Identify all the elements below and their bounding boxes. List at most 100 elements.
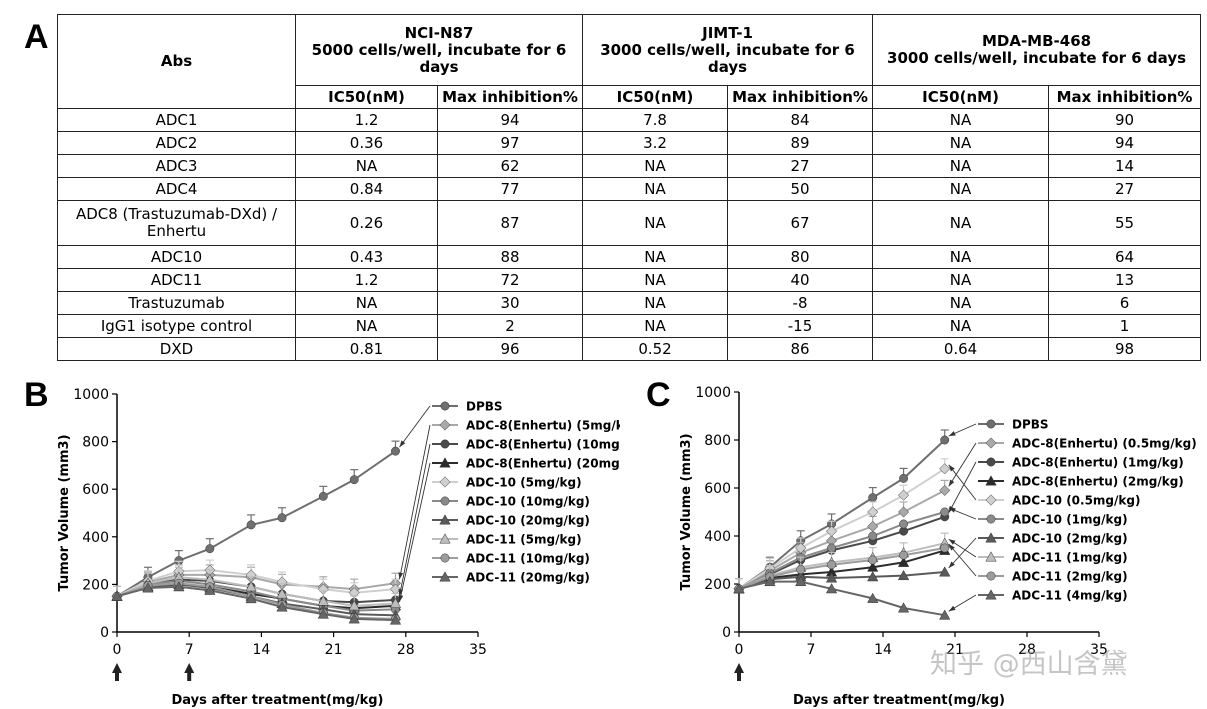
table-cell: 86: [727, 337, 874, 361]
y-tick-label: 200: [704, 577, 731, 593]
table-cell: 98: [1048, 337, 1202, 361]
row-name-line: ADC8 (Trastuzumab-DXd) /: [75, 205, 278, 223]
data-point: [825, 572, 838, 583]
data-point: [317, 608, 329, 619]
table-cell: NA: [582, 177, 729, 201]
legend-label: ADC-8(Enhertu) (1mg/kg): [1012, 456, 1184, 470]
group-header-mda-mb-468: MDA-MB-468 3000 cells/well, incubate for…: [872, 14, 1202, 86]
data-point: [796, 565, 806, 575]
leader-arrowhead-icon: [398, 594, 404, 602]
subheader-max-inhibition: Max inhibition%: [727, 85, 874, 109]
data-point: [276, 601, 288, 612]
table-cell: 13: [1048, 268, 1202, 292]
table-cell: 1.2: [295, 268, 438, 292]
legend-leader-line: [948, 543, 977, 577]
leader-arrowhead-icon: [948, 431, 956, 436]
table-cell: 50: [727, 177, 874, 201]
legend-label: ADC-10 (5mg/kg): [466, 476, 582, 490]
legend-label: ADC-11 (1mg/kg): [1012, 551, 1128, 565]
data-point: [867, 520, 879, 532]
data-point: [317, 595, 329, 606]
data-point: [939, 566, 951, 577]
data-point: [899, 473, 909, 483]
table-cell: 97: [436, 131, 584, 155]
x-tick-label: 14: [252, 642, 270, 658]
row-name: ADC8 (Trastuzumab-DXd) / Enhertu: [57, 200, 296, 246]
legend-leader-line: [948, 537, 977, 569]
data-point: [389, 614, 402, 625]
group-condition-cont: days: [419, 57, 459, 76]
x-tick-label: 0: [735, 642, 744, 658]
data-point: [795, 575, 807, 587]
table-cell: 14: [1048, 154, 1202, 178]
group-condition: 5000 cells/well, incubate for 6: [311, 40, 567, 59]
data-point: [897, 556, 910, 567]
leader-arrowhead-icon: [948, 544, 955, 551]
table-cell: NA: [872, 314, 1050, 338]
data-point: [939, 484, 951, 496]
x-tick-label: 21: [325, 642, 343, 658]
data-point: [440, 401, 450, 411]
table-cell: 40: [727, 268, 874, 292]
group-condition-cont: days: [707, 57, 748, 76]
row-name-line: ADC11: [150, 270, 203, 289]
legend-label: ADC-10 (0.5mg/kg): [1012, 494, 1140, 508]
x-tick-label: 14: [874, 642, 892, 658]
data-point: [825, 583, 838, 594]
table-cell: 0.36: [295, 131, 438, 155]
data-point: [899, 550, 909, 560]
leader-arrowhead-icon: [948, 605, 956, 612]
data-point: [986, 457, 996, 467]
row-name-line: ADC3: [155, 156, 198, 175]
data-point: [897, 569, 910, 581]
data-point: [986, 419, 996, 429]
table-row: ADC10 0.43 88 NA 80 NA 64: [57, 245, 1202, 269]
table-cell: NA: [582, 154, 729, 178]
legend-label: ADC-11 (10mg/kg): [466, 552, 590, 566]
table-cell: -15: [727, 314, 874, 338]
table-cell: 3.2: [582, 131, 729, 155]
data-point: [898, 506, 910, 518]
dosing-arrow-icon: [734, 663, 744, 673]
table-cell: -8: [727, 291, 874, 315]
legend-label: ADC-8(Enhertu) (2mg/kg): [1012, 475, 1184, 489]
table-cell: NA: [295, 154, 438, 178]
table-cell: 72: [436, 268, 584, 292]
data-point: [940, 507, 950, 517]
x-tick-label: 35: [469, 642, 487, 658]
table-cell: 0.43: [295, 245, 438, 269]
legend-leader-line: [399, 443, 431, 596]
legend-label: ADC-10 (20mg/kg): [466, 514, 590, 528]
table-row: DXD 0.81 96 0.52 86 0.64 98: [57, 337, 1202, 361]
panel-label-b: B: [24, 376, 49, 414]
data-point: [439, 533, 451, 544]
data-point: [348, 613, 360, 624]
data-point: [205, 544, 215, 554]
table-row: ADC2 0.36 97 3.2 89 NA 94: [57, 131, 1202, 155]
table-cell: 84: [727, 108, 874, 132]
group-header-nci-n87: NCI-N87 5000 cells/well, incubate for 6 …: [294, 14, 584, 86]
data-point: [389, 597, 402, 608]
data-point: [142, 582, 154, 593]
table-cell: 30: [436, 291, 584, 315]
row-name-line: DXD: [159, 339, 194, 358]
table-cell: NA: [582, 200, 729, 246]
data-point: [349, 475, 359, 485]
y-tick-label: 1000: [695, 385, 731, 401]
data-point: [246, 520, 256, 530]
table-row: ADC4 0.84 77 NA 50 NA 27: [57, 177, 1202, 201]
data-point: [985, 551, 997, 562]
data-point: [439, 571, 451, 582]
data-point: [439, 419, 451, 431]
row-name-line: ADC1: [155, 110, 198, 129]
data-point: [868, 531, 878, 541]
data-point: [348, 600, 360, 611]
legend-label: ADC-10 (2mg/kg): [1012, 532, 1128, 546]
subheader-ic50: IC50(nM): [872, 85, 1050, 109]
ic50-table: Abs NCI-N87 5000 cells/well, incubate fo…: [57, 14, 1202, 361]
table-cell: NA: [872, 154, 1050, 178]
leader-arrowhead-icon: [948, 561, 955, 568]
data-point: [764, 575, 776, 587]
table-cell: 64: [1048, 245, 1202, 269]
dosing-arrow-stem: [187, 673, 192, 681]
